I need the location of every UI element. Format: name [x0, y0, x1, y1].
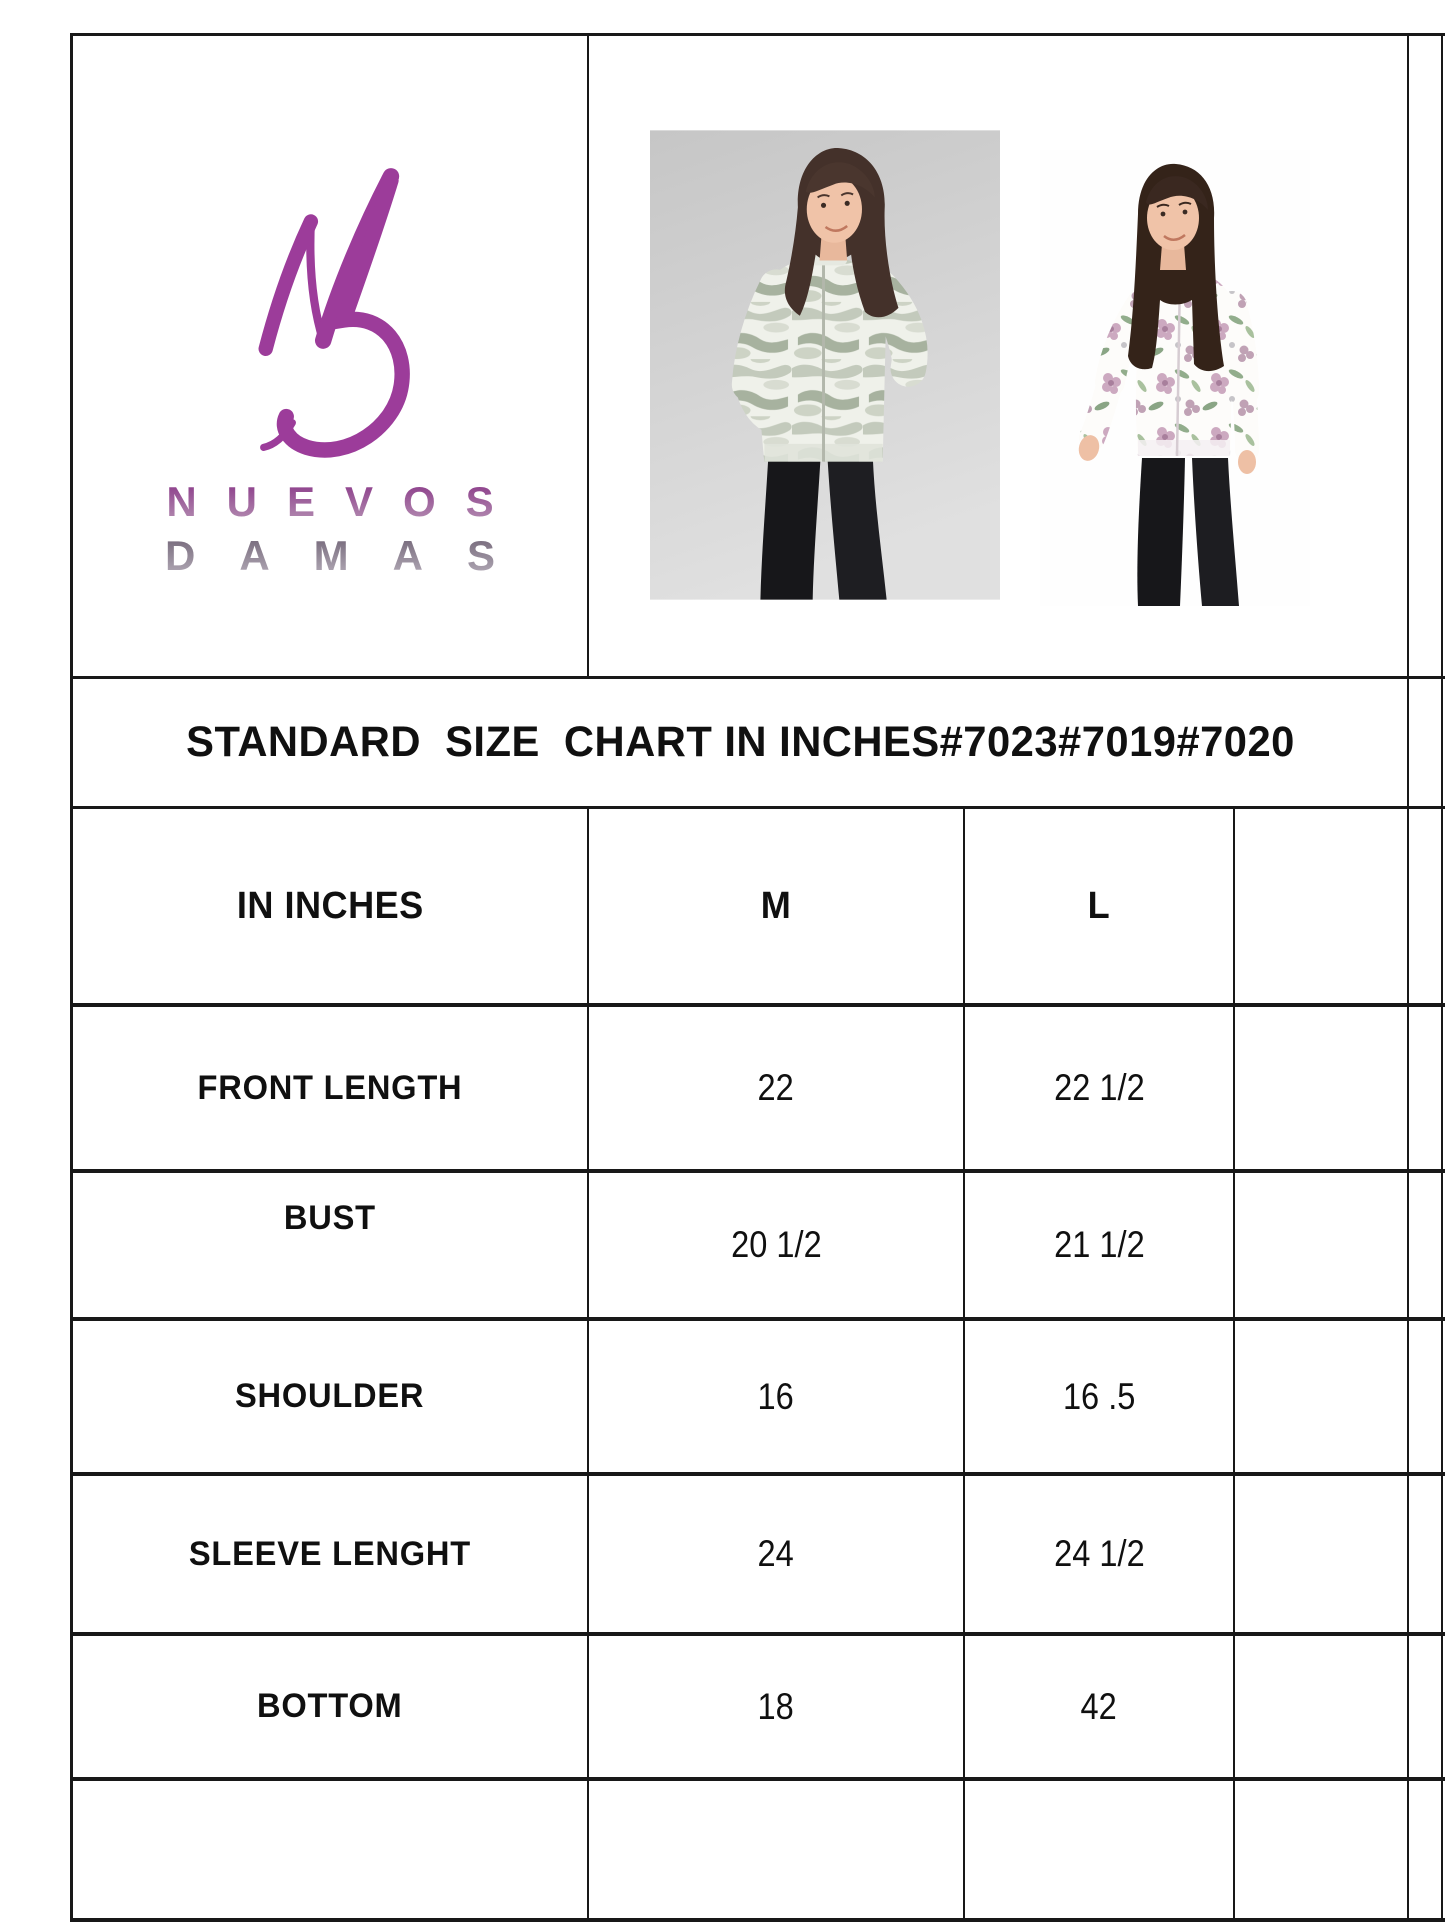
row-front-length-l-cell: 22 1/2: [965, 1007, 1233, 1169]
bust-l-value: 21 1/2: [1053, 1224, 1145, 1265]
row-sleeve-length-m-cell: 24: [589, 1476, 963, 1632]
table-border: [70, 676, 1445, 679]
header-size-m: M: [589, 809, 963, 1003]
row-shoulder-m-cell: 16: [589, 1321, 963, 1472]
row-bust-m-cell: 20 1/2: [589, 1173, 963, 1317]
table-border: [70, 33, 73, 1922]
row-front-length-label: FRONT LENGTH: [197, 1068, 463, 1107]
row-sleeve-length-label-cell: SLEEVE LENGHT: [73, 1476, 587, 1632]
model-photo-camo-jacket: [650, 128, 1000, 602]
bottom-l-value: 42: [1080, 1685, 1118, 1727]
ns-brush-monogram-icon: [258, 168, 410, 458]
table-border: [70, 1777, 1445, 1781]
row-sleeve-length-l-cell: 24 1/2: [965, 1476, 1233, 1632]
row-empty-l-cell: [965, 1781, 1233, 1918]
row-empty-m-cell: [589, 1781, 963, 1918]
row-shoulder-l-cell: 16 .5: [965, 1321, 1233, 1472]
bust-m-value: 20 1/2: [730, 1224, 822, 1265]
row-bust-label: BUST: [284, 1198, 376, 1237]
table-border: [70, 1472, 1445, 1476]
header-in-inches-label: IN INCHES: [236, 884, 424, 927]
row-shoulder-label: SHOULDER: [235, 1377, 425, 1415]
chart-title-cell: STANDARD SIZE CHART IN INCHES#7023#7019#…: [73, 679, 1407, 806]
shoulder-l-value: 16 .5: [1062, 1375, 1136, 1417]
row-bust-label-cell: BUST: [73, 1173, 587, 1317]
brand-name-line2: DAMAS: [73, 532, 587, 580]
table-border: [70, 1169, 1445, 1173]
row-bust-l-cell: 21 1/2: [965, 1173, 1233, 1317]
header-extra: [1235, 809, 1407, 1003]
sleeve-length-m-value: 24: [757, 1533, 795, 1574]
row-bottom-m-cell: 18: [589, 1636, 963, 1777]
front-length-l-value: 22 1/2: [1053, 1067, 1145, 1108]
sleeve-length-l-value: 24 1/2: [1053, 1533, 1145, 1574]
row-bottom-l-cell: 42: [965, 1636, 1233, 1777]
table-border: [1233, 806, 1235, 1922]
table-border: [70, 806, 1445, 809]
brand-logo-cell: NUEVOS DAMAS: [73, 36, 587, 676]
table-border: [70, 1317, 1445, 1321]
table-border: [587, 33, 589, 679]
table-border: [70, 33, 1445, 36]
table-border: [1407, 33, 1409, 1922]
header-in-inches: IN INCHES: [73, 809, 587, 1003]
row-front-length-m-cell: 22: [589, 1007, 963, 1169]
front-length-m-value: 22: [757, 1067, 795, 1108]
row-bottom-label-cell: BOTTOM: [73, 1636, 587, 1777]
chart-title: STANDARD SIZE CHART IN INCHES#7023#7019#…: [185, 718, 1295, 766]
row-bottom-label: BOTTOM: [257, 1687, 403, 1725]
table-border: [70, 1003, 1445, 1007]
row-sleeve-length-label: SLEEVE LENGHT: [188, 1534, 472, 1573]
bottom-m-value: 18: [757, 1685, 795, 1727]
row-empty-label-cell: [73, 1781, 587, 1918]
table-border: [70, 1918, 1445, 1922]
row-shoulder-label-cell: SHOULDER: [73, 1321, 587, 1472]
header-size-m-label: M: [760, 884, 792, 927]
table-border: [70, 1632, 1445, 1636]
table-border: [963, 806, 965, 1922]
table-border: [587, 806, 589, 1922]
row-front-length-label-cell: FRONT LENGTH: [73, 1007, 587, 1169]
header-size-l-label: L: [1087, 884, 1111, 927]
model-photo-floral-jacket: [1040, 150, 1310, 606]
brand-name-line1: NUEVOS: [73, 478, 587, 526]
table-border: [1441, 33, 1443, 1922]
header-size-l: L: [965, 809, 1233, 1003]
shoulder-m-value: 16: [757, 1375, 795, 1417]
